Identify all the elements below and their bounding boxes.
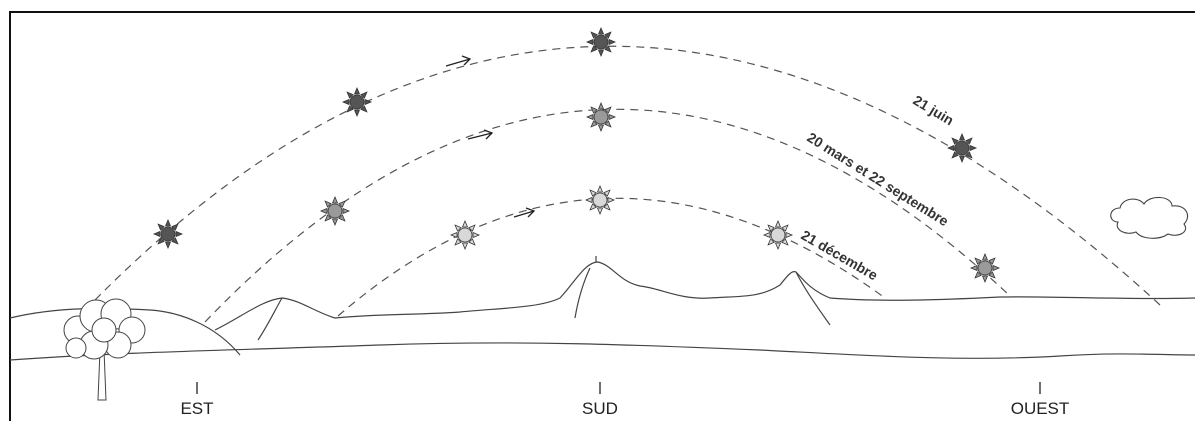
horizon-line	[9, 261, 1195, 356]
sun-icon	[586, 27, 616, 57]
arrow-icon	[445, 55, 472, 67]
winter-arc	[337, 197, 886, 317]
diagram-frame	[9, 11, 1195, 421]
tree-icon	[63, 298, 146, 401]
sun-icon	[342, 87, 372, 117]
sun-icon	[586, 102, 616, 132]
peak-south-slope	[574, 267, 591, 319]
arrow-icon	[513, 207, 536, 218]
sun-icon	[970, 253, 1000, 283]
west-label: OUEST	[1011, 399, 1070, 418]
peak-right-slope	[795, 271, 831, 326]
summer-arc-label: 21 juin	[910, 92, 956, 129]
foreground-line	[9, 342, 1195, 361]
sun-icon	[947, 133, 977, 163]
sun-icon	[585, 185, 615, 215]
winter-arc-label: 21 décembre	[799, 227, 881, 284]
equinox-arc-label: 20 mars et 22 septembre	[804, 129, 951, 229]
arrow-icon	[467, 129, 494, 140]
south-label: SUD	[582, 399, 618, 418]
east-label: EST	[180, 399, 213, 418]
sun-icon	[153, 219, 183, 249]
mountain-left-slope	[257, 297, 283, 341]
equinox-arc	[204, 108, 1011, 323]
sun-icon	[320, 196, 350, 226]
sun-icon	[763, 220, 793, 250]
sun-icon	[450, 220, 480, 250]
cloud-icon	[1110, 196, 1189, 239]
summer-arc	[94, 45, 1161, 306]
